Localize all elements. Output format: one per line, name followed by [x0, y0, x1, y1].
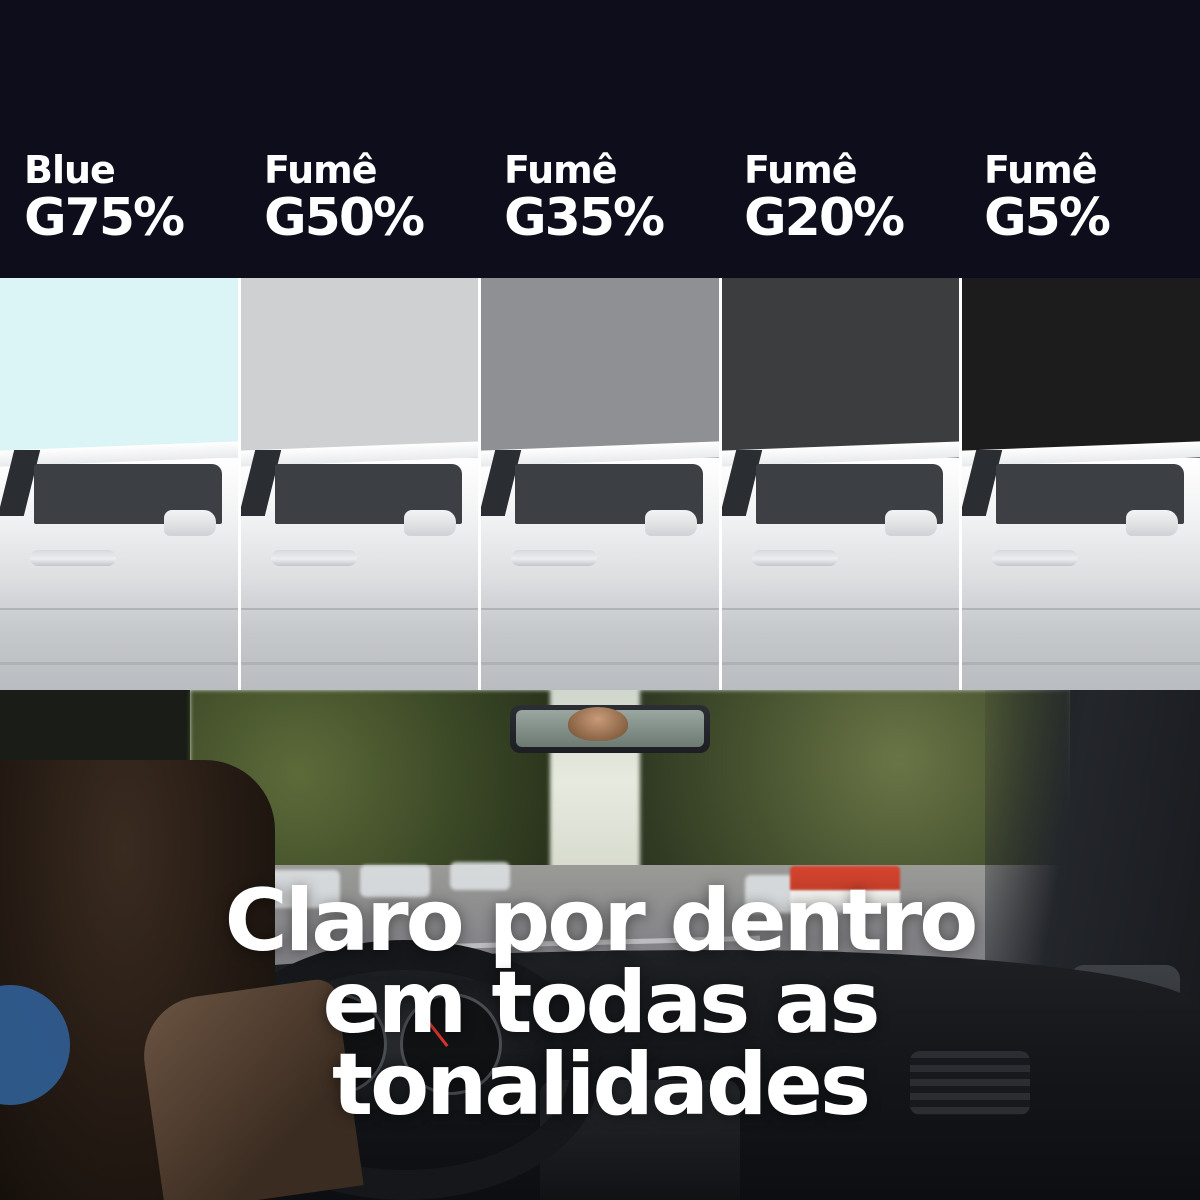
tint-label-fume-g20: Fumê G20% — [720, 150, 960, 280]
car-body-crease — [481, 662, 719, 665]
tint-comparison-strip — [0, 278, 1200, 690]
tint-glass-swatch — [481, 278, 719, 458]
car-door-handle — [751, 550, 838, 566]
headline-line-3: tonalidades — [331, 1035, 871, 1135]
tint-label-row: Blue G75% Fumê G50% Fumê G35% Fumê G20% … — [0, 150, 1200, 280]
air-vent — [910, 1051, 1030, 1115]
tint-panel-fume-g20 — [718, 278, 960, 690]
car-door-handle — [511, 550, 598, 566]
tint-label-fume-g50: Fumê G50% — [240, 150, 480, 280]
traffic-bus — [790, 866, 900, 906]
tint-panel-fume-g5 — [959, 278, 1200, 690]
tint-label-top: Blue — [24, 148, 116, 192]
car-body-crease — [962, 608, 1200, 610]
driver-interior-photo — [0, 690, 1200, 1200]
car-body-crease — [0, 608, 238, 610]
tint-glass-swatch — [962, 278, 1200, 458]
car-side-mirror — [644, 510, 697, 536]
car-body-crease — [721, 662, 960, 665]
tint-label-bottom: G35% — [504, 188, 665, 248]
traffic-car — [450, 862, 510, 890]
traffic-car — [360, 865, 430, 897]
car-body-crease — [240, 662, 479, 665]
car-body-crease — [0, 662, 238, 665]
headline-line-2: em todas as — [322, 953, 880, 1053]
tint-label-fume-g35: Fumê G35% — [480, 150, 720, 280]
tint-glass-swatch — [721, 278, 960, 458]
car-door-handle — [270, 550, 357, 566]
tint-label-top: Fumê — [264, 148, 378, 192]
tint-label-top: Fumê — [504, 148, 618, 192]
tint-label-bottom: G75% — [24, 188, 185, 248]
tint-label-bottom: G5% — [984, 188, 1111, 248]
tint-label-top: Fumê — [744, 148, 858, 192]
headline: Claro por dentro em todas as tonalidades — [0, 871, 1200, 1135]
tint-label-bottom: G50% — [264, 188, 425, 248]
car-door-handle — [992, 550, 1079, 566]
car-side-mirror — [1125, 510, 1178, 536]
tint-label-bottom: G20% — [744, 188, 905, 248]
tint-glass-swatch — [240, 278, 479, 458]
headline-line-1: Claro por dentro — [224, 871, 979, 971]
car-body-crease — [721, 608, 960, 610]
tint-panel-fume-g35 — [478, 278, 719, 690]
driver-face-reflection — [568, 707, 628, 741]
car-body-crease — [481, 608, 719, 610]
car-door-handle — [30, 550, 116, 566]
tint-panel-fume-g50 — [237, 278, 479, 690]
tint-label-fume-g5: Fumê G5% — [960, 150, 1200, 280]
rearview-mirror — [510, 705, 710, 753]
tint-label-top: Fumê — [984, 148, 1098, 192]
tint-glass-swatch — [0, 278, 238, 458]
car-side-mirror — [885, 510, 938, 536]
car-body-crease — [240, 608, 479, 610]
tint-label-blue-g75: Blue G75% — [0, 150, 240, 280]
tint-panel-blue-g75 — [0, 278, 238, 690]
car-body-crease — [962, 662, 1200, 665]
car-side-mirror — [163, 510, 216, 536]
car-side-mirror — [404, 510, 457, 536]
